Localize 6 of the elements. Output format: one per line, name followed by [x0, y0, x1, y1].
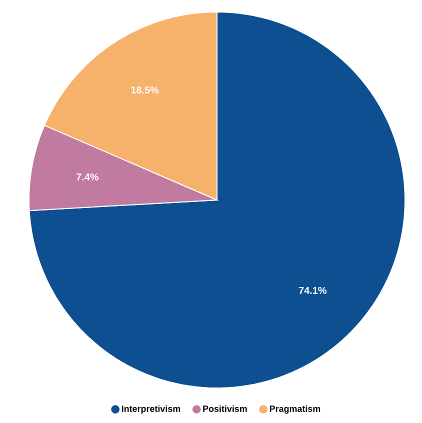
legend-label: Pragmatism — [270, 405, 320, 414]
legend-label: Interpretivism — [122, 405, 180, 414]
data-label: 7.4% — [76, 173, 99, 180]
data-label: 18.5% — [131, 86, 159, 94]
legend-label: Positivism — [203, 405, 247, 412]
data-label: 74.1% — [298, 286, 327, 294]
